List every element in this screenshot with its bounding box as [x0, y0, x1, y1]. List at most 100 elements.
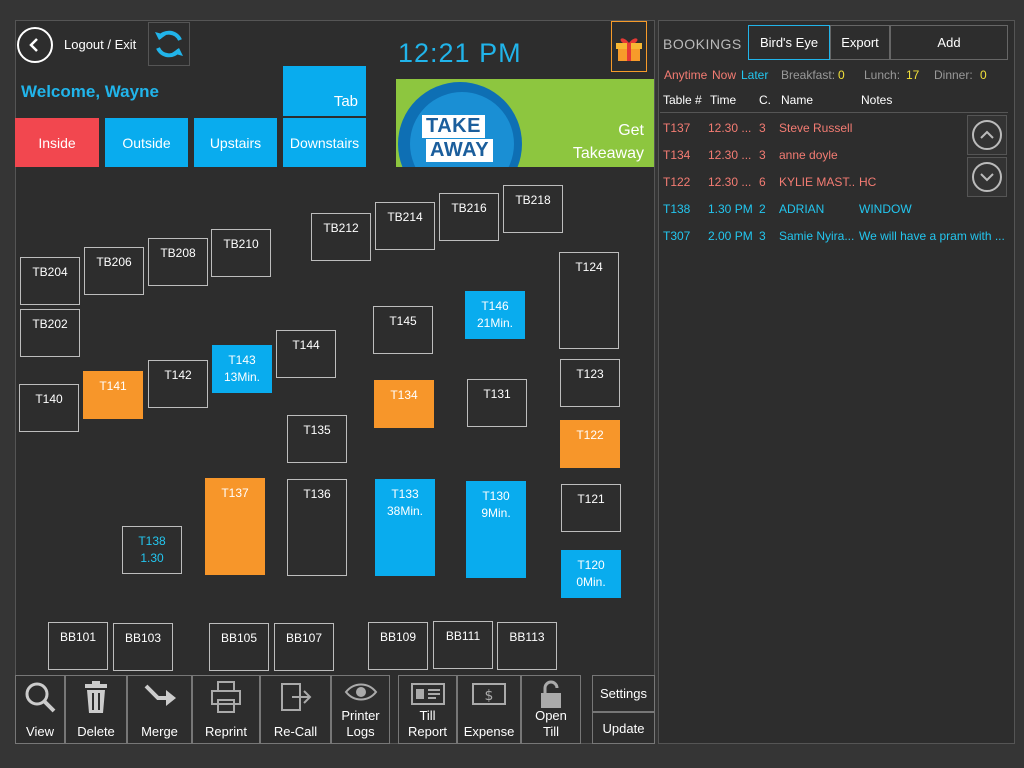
booking-row[interactable]: T134 12.30 ... 3 anne doyle	[663, 148, 838, 162]
merge-button[interactable]: Merge	[127, 675, 192, 744]
reprint-label: Reprint	[205, 724, 247, 739]
printer-logs-button[interactable]: Printer Logs	[331, 675, 390, 744]
search-icon	[25, 682, 56, 713]
filter-now[interactable]: Now	[712, 68, 737, 82]
table-T121[interactable]: T121	[561, 484, 621, 532]
takeaway-logo-word-2: AWAY	[426, 139, 494, 162]
column-table: Table #	[663, 93, 702, 107]
filter-anytime[interactable]: Anytime	[664, 68, 708, 82]
column-notes: Notes	[861, 93, 893, 107]
delete-button[interactable]: Delete	[65, 675, 127, 744]
expense-button[interactable]: $ Expense	[457, 675, 521, 744]
chevron-left-icon	[29, 38, 38, 52]
table-T144[interactable]: T144	[276, 330, 336, 378]
area-inside-button[interactable]: Inside	[15, 118, 99, 167]
column-covers: C.	[759, 93, 771, 107]
recall-icon	[280, 683, 311, 711]
get-takeaway-button[interactable]: TAKE AWAY Get Takeaway	[396, 79, 654, 167]
lunch-label: Lunch:	[864, 68, 901, 82]
tab-button[interactable]: Tab	[283, 66, 366, 116]
svg-text:$: $	[485, 688, 494, 704]
table-T130[interactable]: T130 9Min.	[466, 481, 526, 578]
table-T120[interactable]: T120 0Min.	[561, 550, 621, 598]
table-T146[interactable]: T146 21Min.	[465, 291, 525, 339]
table-TB208[interactable]: TB208	[148, 238, 208, 286]
open-till-button[interactable]: Open Till	[521, 675, 581, 744]
table-BB111[interactable]: BB111	[433, 621, 493, 669]
till-report-label: Till Report	[407, 708, 448, 739]
table-BB103[interactable]: BB103	[113, 623, 173, 671]
booking-row[interactable]: T307 2.00 PM 3 Samie Nyira... We will have a…	[663, 229, 1005, 243]
filter-later[interactable]: Later	[741, 68, 769, 82]
table-BB101[interactable]: BB101	[48, 622, 108, 670]
table-T134[interactable]: T134	[374, 380, 434, 428]
table-BB105[interactable]: BB105	[209, 623, 269, 671]
dinner-count: 0	[980, 68, 987, 82]
table-TB214[interactable]: TB214	[375, 202, 435, 250]
eye-icon	[344, 683, 377, 701]
export-button[interactable]: Export	[830, 25, 890, 60]
booking-row[interactable]: T122 12.30 ... 6 KYLIE MAST... HC	[663, 175, 877, 189]
reprint-button[interactable]: Reprint	[192, 675, 260, 744]
table-TB210[interactable]: TB210	[211, 229, 271, 277]
id-card-icon	[410, 683, 445, 705]
header-divider	[660, 112, 1008, 113]
settings-button[interactable]: Settings	[592, 675, 655, 712]
area-upstairs-button[interactable]: Upstairs	[194, 118, 277, 167]
delete-label: Delete	[77, 724, 115, 739]
scroll-up-button[interactable]	[967, 115, 1007, 155]
welcome-text: Welcome, Wayne	[21, 82, 159, 101]
add-booking-button[interactable]: Add	[890, 25, 1008, 60]
booking-row[interactable]: T138 1.30 PM 2 ADRIAN WINDOW	[663, 202, 912, 216]
tab-button-label: Tab	[333, 93, 358, 110]
recall-button[interactable]: Re-Call	[260, 675, 331, 744]
table-T135[interactable]: T135	[287, 415, 347, 463]
table-T133[interactable]: T133 38Min.	[375, 479, 435, 576]
table-BB107[interactable]: BB107	[274, 623, 334, 671]
table-BB113[interactable]: BB113	[497, 622, 557, 670]
table-TB202[interactable]: TB202	[20, 309, 80, 357]
table-T131[interactable]: T131	[467, 379, 527, 427]
printer-logs-label: Printer Logs	[341, 708, 380, 739]
trash-icon	[85, 681, 107, 713]
dinner-label: Dinner:	[934, 68, 973, 82]
till-report-button[interactable]: Till Report	[398, 675, 457, 744]
update-button[interactable]: Update	[592, 712, 655, 744]
area-downstairs-button[interactable]: Downstairs	[283, 118, 366, 167]
table-T136[interactable]: T136	[287, 479, 347, 576]
area-outside-button[interactable]: Outside	[105, 118, 188, 167]
table-TB206[interactable]: TB206	[84, 247, 144, 295]
table-T138[interactable]: T138 1.30	[122, 526, 182, 574]
table-T141[interactable]: T141	[83, 371, 143, 419]
booking-row[interactable]: T137 12.30 ... 3 Steve Russell	[663, 121, 853, 135]
gift-icon	[616, 37, 642, 61]
merge-arrow-icon	[144, 684, 176, 706]
table-T124[interactable]: T124	[559, 252, 619, 349]
refresh-button[interactable]	[148, 22, 190, 66]
back-button[interactable]	[17, 27, 53, 63]
table-T123[interactable]: T123	[560, 359, 620, 407]
table-BB109[interactable]: BB109	[368, 622, 428, 670]
table-T143[interactable]: T143 13Min.	[212, 345, 272, 393]
table-TB218[interactable]: TB218	[503, 185, 563, 233]
recall-label: Re-Call	[273, 724, 318, 739]
table-TB216[interactable]: TB216	[439, 193, 499, 241]
table-T140[interactable]: T140	[19, 384, 79, 432]
view-label: View	[26, 724, 54, 739]
clock: 12:21 PM	[398, 38, 522, 68]
table-T145[interactable]: T145	[373, 306, 433, 354]
scroll-down-button[interactable]	[967, 157, 1007, 197]
breakfast-label: Breakfast:	[781, 68, 836, 82]
table-TB204[interactable]: TB204	[20, 257, 80, 305]
table-T122[interactable]: T122	[560, 420, 620, 468]
birds-eye-button[interactable]: Bird's Eye	[748, 25, 830, 60]
printer-icon	[211, 681, 241, 713]
gift-button[interactable]	[611, 21, 647, 72]
logout-exit-label[interactable]: Logout / Exit	[64, 37, 137, 52]
table-T137[interactable]: T137	[205, 478, 265, 575]
open-till-label: Open Till	[535, 708, 567, 739]
cash-icon: $	[472, 683, 506, 705]
view-button[interactable]: View	[15, 675, 65, 744]
table-TB212[interactable]: TB212	[311, 213, 371, 261]
table-T142[interactable]: T142	[148, 360, 208, 408]
